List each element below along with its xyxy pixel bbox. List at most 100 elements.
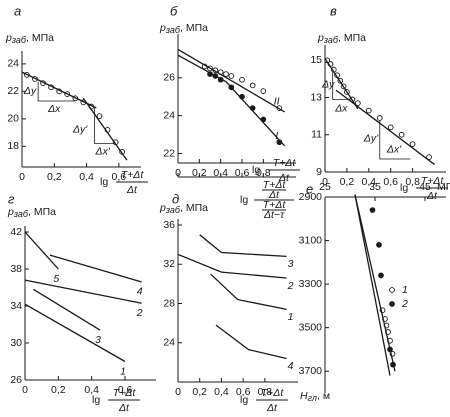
fit-line [24,303,126,363]
y-label-symbol: р [5,32,12,44]
x2-label-prefix: lg [240,194,248,206]
x2-label-part: T+Δt [263,199,287,211]
y-tick-label: 30 [10,337,22,349]
fit-line [215,324,287,360]
fit-line [177,253,287,279]
fit-line [335,89,435,166]
x-tick-label: 0,2 [51,384,66,396]
y-label-sub: заб [11,35,27,45]
slope-triangle [94,107,115,145]
x-label-prefix: lg [400,182,408,194]
x-tick-label: 0,8 [258,386,273,398]
y-label-sub: заб [323,35,339,45]
y-tick-label: 20 [7,113,19,125]
x-tick-label: 0,8 [256,167,271,179]
fit-line [82,97,128,161]
legend-label: 2 [401,298,408,310]
x-tick-label: 25 [319,181,331,193]
y-label-sub: гл [308,393,317,403]
y-label-symbol: р [159,202,166,214]
fit-line [199,234,287,258]
x-tick-label: 0,4 [79,171,94,183]
x-label-den: Δt [266,402,278,414]
fit-line [24,279,142,304]
data-point [409,141,416,147]
x-label-prefix: lg [92,394,100,406]
x2-label-part: T+Δt [263,179,287,191]
x-tick-label: 0,2 [192,167,207,179]
x-unit: МПа [437,181,450,193]
fit-line [32,288,101,331]
series-label: 2 [287,280,294,292]
data-point [378,272,384,279]
series-label: 4 [288,360,294,372]
series-label: 1 [288,311,294,323]
x2-label-part: Δt [268,189,280,201]
y-label-unit: , МПа [28,206,56,218]
series-label: 3 [288,258,294,270]
fit-line [177,48,285,113]
data-point [376,242,382,248]
y-axis-label: рзаб, МПа [159,202,208,216]
y-tick-label: 38 [10,263,22,275]
data-point [249,82,256,89]
annotation: Δx [334,102,348,114]
slope-triangle [379,119,411,160]
annotation: Δy [23,85,37,97]
y-label-unit: , МПа [338,32,366,44]
fit-line [21,71,97,109]
x-tick-label: 35 [369,181,381,193]
series-label: 2 [136,307,143,319]
y-tick-label: 3100 [299,234,323,246]
y-tick-label: 22 [163,147,175,159]
y-label-sub: заб [165,205,181,215]
data-point [228,73,235,79]
x-label-den: Δt [126,184,138,196]
x-tick-label: 0,6 [118,384,133,396]
x-tick-label: 0,4 [362,176,377,188]
y-tick-label: 11 [311,129,322,141]
series-label: 3 [95,334,101,346]
annotation: Δy [321,78,335,90]
fit-line [324,58,359,110]
y-tick-label: 3500 [299,321,323,333]
fit-line [210,273,287,311]
annotation: Δy' [363,132,379,144]
legend-label: 1 [402,284,408,296]
data-point [369,207,376,213]
data-point [223,71,229,77]
data-point [398,131,405,138]
panel-letter: в [330,3,337,18]
data-point [376,115,383,121]
legend-marker [389,301,395,307]
y-tick-label: 26 [163,72,175,84]
data-point [387,124,394,131]
fit-line [354,194,396,372]
x-label-num: T+Δt [273,157,297,169]
y-tick-label: 9 [316,166,322,178]
x-tick-label: 0,8 [405,176,420,188]
data-point [365,107,372,114]
x-tick-label: 0,6 [383,176,398,188]
y-label-symbol: р [317,32,324,44]
data-point [355,100,361,106]
x-tick-label: 0,2 [47,171,62,183]
panel-letter: д [172,191,179,206]
data-point [239,76,245,83]
fit-line [354,194,391,376]
x-tick-label: 0 [175,386,181,398]
x-label-num: T+Δt [121,169,145,181]
legend-marker [389,287,395,293]
y-tick-label: 36 [163,219,175,231]
x-label-prefix: lg [240,394,248,406]
y-label-symbol: H [300,390,308,402]
x-label-num: T+Δt [421,175,445,187]
y-label-unit: , м [317,390,330,402]
x-tick-label: 0,2 [340,176,355,188]
y-axis-label: Hгл, м [300,390,330,404]
panel-letter: б [170,3,178,18]
x-label-den: Δt [426,190,438,202]
